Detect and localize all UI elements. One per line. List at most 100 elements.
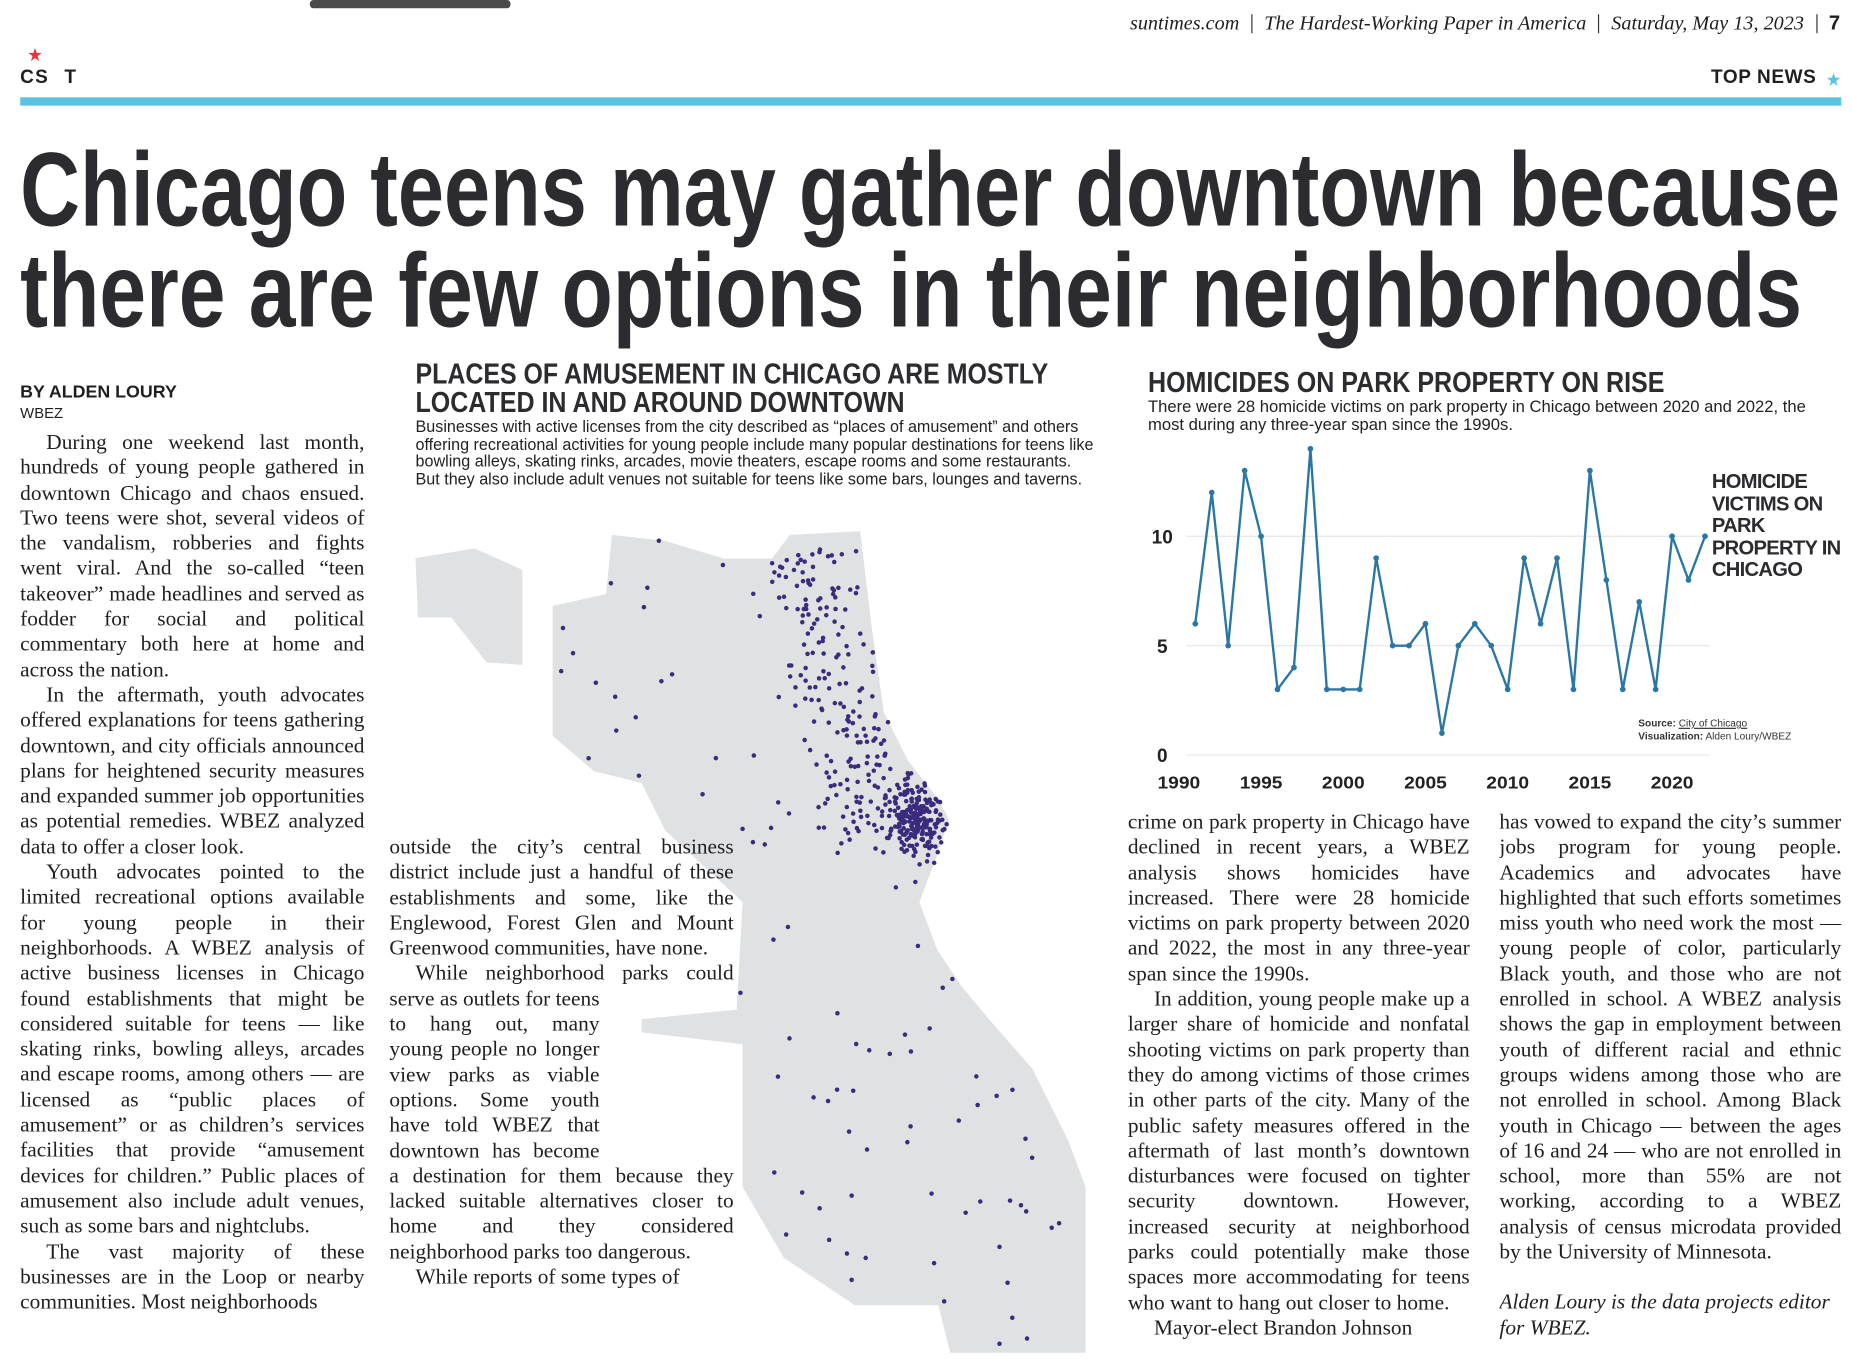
business-dot <box>871 822 877 828</box>
business-dot <box>835 850 840 856</box>
business-dot <box>810 552 815 557</box>
business-dot <box>892 795 897 800</box>
business-dot <box>879 809 885 814</box>
business-dot <box>810 650 815 656</box>
data-point <box>1570 686 1577 693</box>
data-point <box>1652 686 1659 693</box>
business-dot <box>783 1232 789 1237</box>
logo-text: T <box>64 67 78 88</box>
top-tab <box>309 0 511 9</box>
business-dot <box>768 825 774 831</box>
business-dot <box>751 753 757 758</box>
business-dot <box>874 762 879 767</box>
business-dot <box>922 781 927 786</box>
business-dot <box>917 862 922 867</box>
business-dot <box>864 739 870 745</box>
business-dot <box>848 763 854 769</box>
business-dot <box>834 654 839 660</box>
separator <box>1251 14 1253 34</box>
business-dot <box>811 719 817 724</box>
business-dot <box>816 597 821 603</box>
business-dot <box>935 799 941 804</box>
business-dot <box>776 573 782 578</box>
business-dot <box>645 585 650 591</box>
business-dot <box>844 643 849 649</box>
business-dot <box>1024 1336 1030 1341</box>
business-dot <box>895 782 900 788</box>
business-dot <box>878 741 884 747</box>
business-dot <box>875 806 881 811</box>
business-dot <box>857 699 863 705</box>
city-shape <box>551 530 1087 1354</box>
business-dot <box>776 694 782 700</box>
business-dot <box>826 720 832 725</box>
data-point <box>1669 533 1675 540</box>
business-dot <box>805 631 811 636</box>
business-dot <box>833 606 838 612</box>
business-dot <box>805 651 810 657</box>
business-dot <box>845 786 850 792</box>
data-point <box>1258 533 1264 540</box>
business-dot <box>837 681 842 687</box>
x-tick-label: 1990 <box>1158 772 1201 792</box>
business-dot <box>821 651 826 656</box>
business-dot <box>944 822 949 827</box>
business-dot <box>905 790 910 795</box>
logo-text: CS <box>20 67 49 88</box>
section-label: TOP NEWS <box>1711 67 1817 88</box>
business-dot <box>910 826 915 831</box>
business-dot <box>901 792 907 797</box>
data-point <box>1274 686 1281 693</box>
business-dot <box>821 825 827 830</box>
business-dot <box>931 1260 937 1266</box>
business-dot <box>781 594 787 600</box>
credit-label: Source: <box>1638 717 1676 729</box>
business-dot <box>897 816 902 821</box>
business-dot <box>853 1041 859 1047</box>
business-dot <box>845 717 850 723</box>
business-dot <box>914 824 919 830</box>
business-dot <box>974 1074 979 1079</box>
business-dot <box>893 801 898 806</box>
business-dot <box>897 836 902 841</box>
paragraph: outside the city’s central business dist… <box>389 834 734 960</box>
business-dot <box>560 625 566 631</box>
business-dot <box>908 814 913 820</box>
business-dot <box>873 846 878 851</box>
map-title: PLACES OF AMUSEMENT IN CHICAGO ARE MOSTL… <box>416 358 1049 390</box>
business-dot <box>893 885 899 890</box>
business-dot <box>805 578 811 583</box>
business-dot <box>844 804 850 810</box>
business-dot <box>912 804 917 810</box>
business-dot <box>929 802 934 808</box>
business-dot <box>913 817 918 823</box>
business-dot <box>794 583 800 589</box>
business-dot <box>810 564 816 570</box>
business-dot <box>900 832 906 837</box>
business-dot <box>908 1049 914 1054</box>
business-dot <box>850 1088 856 1094</box>
tagline: Alden Loury is the data projects editor … <box>1499 1289 1830 1339</box>
business-dot <box>923 820 928 825</box>
separator <box>1598 14 1600 34</box>
business-dot <box>817 1206 822 1211</box>
business-dot <box>882 753 888 758</box>
business-dot <box>950 976 955 982</box>
business-dot <box>925 852 931 858</box>
data-point <box>1208 489 1215 496</box>
business-dot <box>830 586 835 591</box>
business-dot <box>700 791 705 797</box>
business-dot <box>887 787 892 793</box>
business-dot <box>608 581 614 586</box>
business-dot <box>921 803 926 809</box>
business-dot <box>817 606 823 611</box>
business-dot <box>852 764 858 770</box>
business-dot <box>915 813 920 819</box>
x-tick-label: 2010 <box>1486 772 1529 792</box>
business-dot <box>834 792 839 798</box>
business-dot <box>866 820 871 826</box>
business-dot <box>879 813 885 819</box>
business-dot <box>841 665 846 670</box>
business-dot <box>825 796 830 802</box>
